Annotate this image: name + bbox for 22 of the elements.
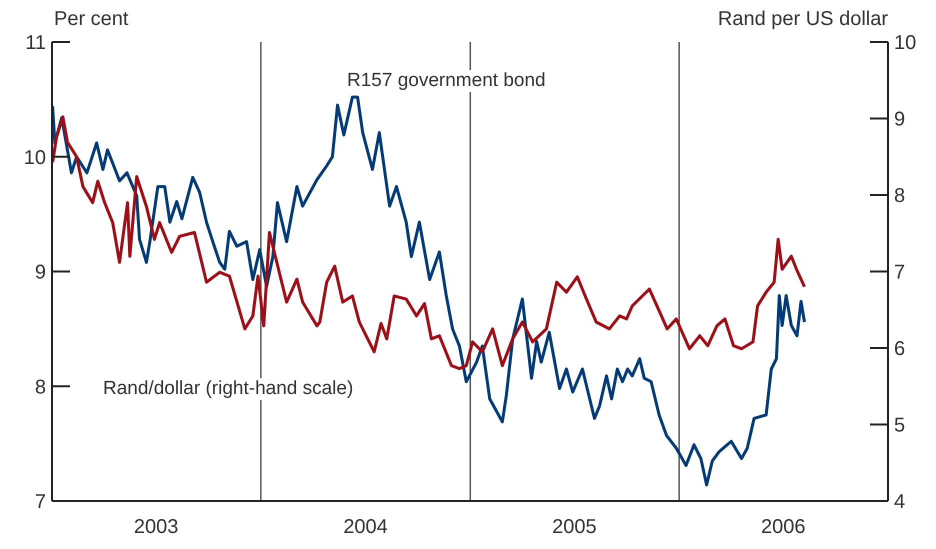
y2-tick-label: 9	[894, 108, 906, 131]
y-tick-label: 11	[25, 32, 46, 54]
y2-tick-label: 5	[894, 414, 906, 437]
series-label: Rand/dollar (right-hand scale)	[100, 378, 356, 400]
line-series	[52, 96, 806, 486]
y-tick-label: 7	[34, 491, 46, 514]
x-tick-label: 2004	[343, 516, 388, 538]
y2-axis-title: Rand per US dollar	[718, 8, 888, 31]
x-tick-label: 2006	[761, 516, 806, 538]
y2-tick-label: 4	[894, 491, 906, 514]
line-series	[52, 115, 806, 370]
y2-tick-label: 7	[894, 262, 906, 284]
x-tick-label: 2005	[552, 516, 597, 538]
y-axis-title: Per cent	[54, 8, 128, 31]
y-tick-label: 8	[34, 376, 46, 398]
y2-tick-label: 8	[894, 185, 906, 208]
y2-tick-label: 6	[894, 338, 906, 360]
y-tick-label: 9	[34, 262, 46, 284]
x-tick-label: 2003	[134, 516, 178, 538]
series-label: R157 government bond	[344, 70, 549, 92]
y-tick-label: 10	[24, 146, 46, 169]
y2-tick-label: 10	[894, 32, 916, 54]
